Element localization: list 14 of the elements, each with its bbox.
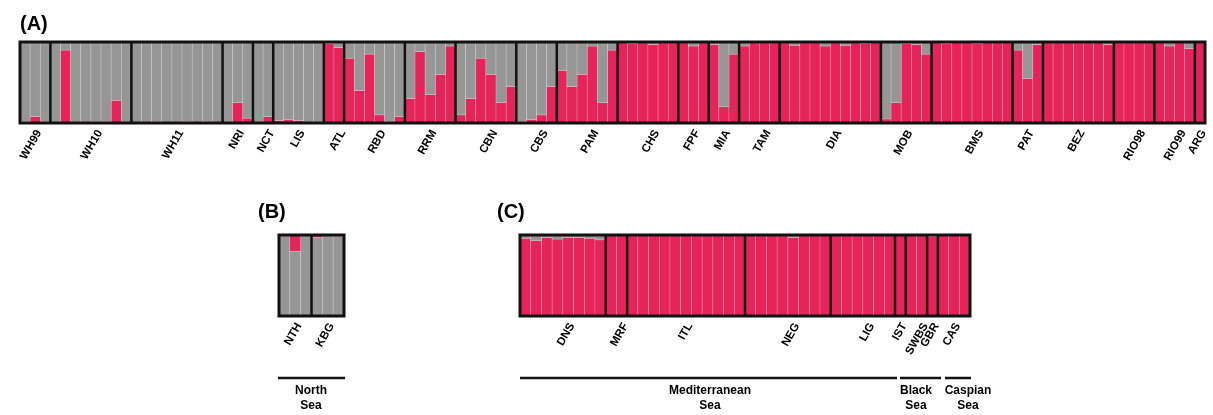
x-tick-label: LIS — [287, 127, 308, 150]
x-tick-label: ITL — [675, 320, 695, 342]
x-tick-label: DIA — [823, 127, 844, 151]
text: Mediterranean Sea — [668, 383, 752, 412]
x-tick-label: IST — [889, 320, 909, 343]
text: Black Sea — [899, 383, 933, 412]
chart-title: (C) — [497, 200, 525, 222]
chart-title: (A) — [20, 12, 48, 34]
x-tick-label: LIG — [856, 320, 877, 344]
text: Caspian Sea — [944, 383, 992, 412]
x-tick-label: ATL — [326, 127, 348, 153]
text: North Sea — [295, 383, 327, 412]
chart-title: (B) — [258, 200, 286, 222]
x-tick-label: MIA — [711, 127, 733, 152]
